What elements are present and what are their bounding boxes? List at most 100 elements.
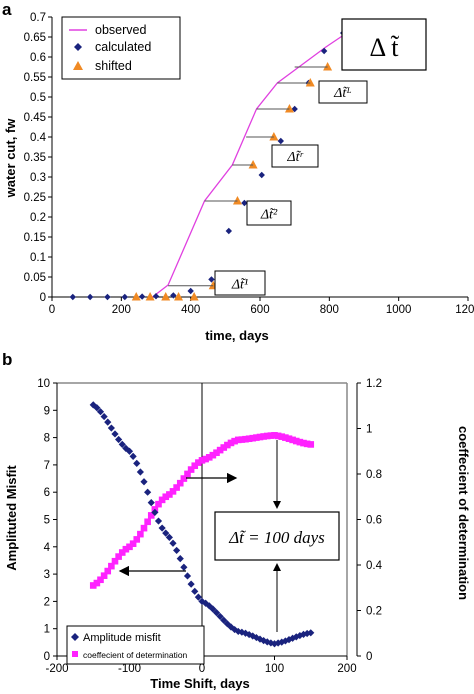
coefficient-point bbox=[140, 524, 148, 532]
panel-b-legend: Amplitude misfit coeffecient of determin… bbox=[66, 625, 205, 665]
misfit-point bbox=[162, 529, 170, 537]
misfit-point bbox=[216, 612, 224, 621]
coefficient-point bbox=[245, 435, 253, 443]
panel-a-y-tick-label: 0.7 bbox=[30, 12, 46, 24]
panel-a-x-tick-label: 600 bbox=[250, 304, 269, 316]
shift-label-box bbox=[271, 144, 319, 168]
coefficient-point bbox=[166, 491, 173, 498]
panel-a-x-tick-label: 0 bbox=[49, 304, 55, 316]
panel-b-series bbox=[89, 401, 315, 648]
panel-b-arrows bbox=[118, 440, 281, 632]
coefficient-point bbox=[296, 438, 304, 446]
misfit-point bbox=[234, 627, 242, 636]
coefficient-point bbox=[89, 582, 97, 589]
coefficient-point bbox=[191, 462, 199, 470]
panel-a-y-tick-label: 0.2 bbox=[30, 212, 46, 224]
misfit-point bbox=[129, 452, 137, 460]
legend-amplitude-diamond-swatch bbox=[71, 633, 79, 641]
coefficient-point bbox=[173, 484, 180, 491]
panel-b-y-tick-label: 10 bbox=[37, 378, 50, 390]
calculated-point bbox=[320, 47, 328, 55]
panel-a-y-axis-label: water cut, fw bbox=[3, 118, 18, 199]
panel-a-y-tick-label: 0.55 bbox=[24, 72, 46, 84]
coefficient-point bbox=[303, 440, 311, 448]
panel-a-legend: observed calculated shifted bbox=[61, 16, 181, 80]
misfit-point bbox=[274, 639, 282, 647]
observed-line bbox=[152, 32, 348, 298]
shift-label-text: Δt̃ᴸ bbox=[333, 86, 352, 101]
coefficient-point bbox=[292, 437, 300, 445]
coefficient-point bbox=[155, 500, 162, 508]
misfit-point bbox=[183, 572, 192, 580]
panel-b-y-tick-label: 4 bbox=[44, 542, 51, 554]
panel-a-y-tick-label: 0.05 bbox=[24, 272, 46, 284]
coefficient-point bbox=[187, 466, 195, 473]
panel-b-y2-tick-label: 0.6 bbox=[366, 515, 382, 527]
coefficient-point bbox=[111, 557, 119, 565]
coefficient-point bbox=[249, 434, 257, 442]
coefficient-point bbox=[271, 432, 278, 439]
calculated-point bbox=[291, 105, 298, 113]
coefficient-point bbox=[97, 576, 104, 584]
coefficient-point bbox=[282, 434, 289, 441]
panel-b-y-tick-label: 5 bbox=[44, 515, 50, 527]
legend-observed-label: observed bbox=[95, 23, 146, 37]
panel-b-y-tick-label: 3 bbox=[44, 569, 50, 581]
misfit-point bbox=[281, 637, 289, 645]
coefficient-point bbox=[278, 433, 286, 440]
panel-a-y-tick-label: 0.35 bbox=[24, 152, 46, 164]
legend-calculated-label: calculated bbox=[95, 40, 151, 54]
shift-label-box bbox=[214, 270, 266, 296]
coefficient-point bbox=[137, 530, 144, 538]
legend-coefficient-square-swatch bbox=[72, 651, 78, 657]
misfit-point bbox=[96, 408, 105, 416]
coefficient-point bbox=[133, 536, 141, 543]
legend-coefficient-label: coeffecient of determination bbox=[83, 650, 188, 660]
calculated-point bbox=[138, 293, 146, 300]
coefficient-point bbox=[202, 455, 209, 463]
coefficient-point bbox=[147, 512, 155, 519]
shifted-point bbox=[323, 62, 333, 71]
misfit-point bbox=[256, 635, 264, 643]
panel-b-x-tick-label: -100 bbox=[118, 663, 141, 675]
coefficient-point bbox=[205, 454, 213, 461]
coefficient-point bbox=[234, 436, 242, 444]
legend-shifted-triangle-swatch bbox=[73, 61, 83, 70]
coefficient-point bbox=[242, 435, 249, 443]
coefficient-point bbox=[274, 432, 282, 440]
coefficient-point bbox=[263, 432, 271, 440]
coefficient-point bbox=[231, 437, 238, 445]
misfit-point bbox=[100, 412, 108, 421]
misfit-point bbox=[231, 625, 239, 634]
panel-a-series bbox=[69, 29, 348, 301]
coefficient-point bbox=[180, 475, 188, 482]
panel-a-x-tick-label: 800 bbox=[320, 304, 339, 316]
panel-b-y-tick-label: 6 bbox=[44, 487, 50, 499]
misfit-point bbox=[111, 430, 119, 438]
calculated-point bbox=[208, 276, 215, 283]
misfit-point bbox=[115, 435, 123, 444]
misfit-point bbox=[147, 499, 155, 507]
coefficient-point bbox=[126, 543, 133, 551]
panel-a-x-tick-label: 1000 bbox=[386, 304, 412, 316]
coefficient-point bbox=[144, 518, 151, 526]
misfit-point bbox=[118, 440, 126, 448]
misfit-point bbox=[173, 546, 181, 555]
shift-label-box bbox=[318, 80, 368, 104]
panel-b-y-tick-label: 9 bbox=[44, 405, 50, 417]
shifted-point bbox=[174, 292, 184, 301]
panel-a-y-tick-label: 0.45 bbox=[24, 112, 46, 124]
misfit-point bbox=[202, 599, 210, 607]
shift-label-text: Δt̃² bbox=[260, 207, 278, 222]
misfit-point bbox=[307, 629, 315, 637]
shifted-point bbox=[131, 292, 141, 301]
panel-b-x-tick-label: 0 bbox=[199, 663, 205, 675]
misfit-point bbox=[165, 533, 173, 541]
panel-a-y-tick-label: 0.5 bbox=[30, 92, 46, 104]
calculated-point bbox=[277, 137, 284, 145]
panel-b-y-tick-label: 2 bbox=[44, 596, 50, 608]
shifted-point bbox=[161, 292, 171, 301]
panel-a-y-tick-label: 0.4 bbox=[30, 132, 47, 144]
coefficient-point bbox=[195, 459, 202, 466]
